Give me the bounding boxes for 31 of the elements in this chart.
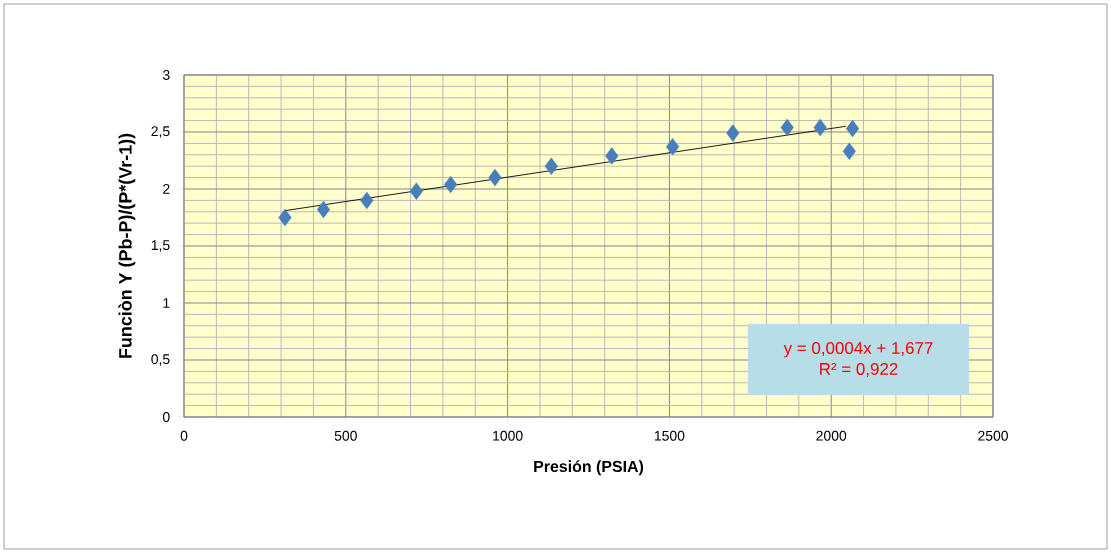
annotation: y = 0,0004x + 1,677 — [783, 342, 933, 358]
y-tick-label: 2 — [163, 184, 170, 194]
y-tick-label: 0,5 — [151, 354, 170, 366]
y-tick-label: 3 — [162, 70, 170, 80]
point — [842, 142, 856, 161]
y-tick-label: 1,5 — [151, 240, 170, 252]
point — [845, 119, 860, 138]
x-axis-title: Presión (PSIA) — [534, 460, 644, 476]
point — [813, 118, 827, 137]
y-tick-label: 0 — [162, 412, 170, 422]
y-axis-title: Funciòn Y (Pb-P)/(P*(Vr-1)) — [118, 133, 136, 358]
x-tick-label: 1500 — [654, 430, 685, 441]
point — [544, 157, 558, 175]
point — [409, 182, 423, 200]
point — [488, 168, 502, 187]
x-tick-label: 1000 — [493, 430, 523, 441]
annotation: R² = 0,922 — [820, 362, 898, 377]
point — [444, 175, 458, 194]
x-tick-label: 2500 — [978, 430, 1008, 441]
x-tick-label: 2000 — [816, 430, 847, 441]
point — [316, 200, 331, 219]
point — [278, 208, 292, 227]
point — [360, 191, 374, 210]
point — [726, 124, 740, 142]
x-tick-label: 500 — [334, 430, 357, 441]
point — [666, 138, 680, 156]
x-tick-label: 0 — [180, 430, 188, 441]
y-tick-label: 1 — [163, 298, 170, 308]
point — [605, 147, 619, 165]
point — [780, 118, 794, 137]
y-tick-label: 2,5 — [151, 126, 170, 138]
